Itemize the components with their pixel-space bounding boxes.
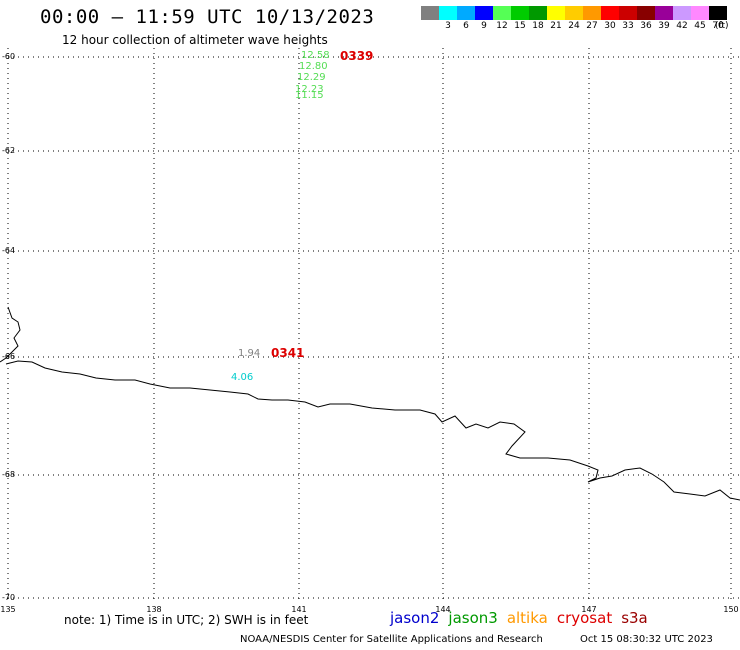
color-scale-label: 18 [532,21,544,31]
scale-unit-label: (ft) [715,21,729,31]
color-scale-label: 15 [514,21,526,31]
lon-label: 150 [723,605,739,614]
color-scale-label: 9 [481,21,487,31]
color-scale-label: 27 [586,21,598,31]
wave-height-obs: 1.94 [238,348,261,359]
color-scale-bar [421,6,727,20]
wave-height-obs: 4.06 [231,372,254,383]
wave-height-obs: 12.58 [301,50,330,61]
wave-height-obs: 12.80 [299,61,328,72]
color-scale-swatch [583,6,601,20]
color-scale-swatch [655,6,673,20]
color-scale-label: 33 [622,21,634,31]
lon-label: 141 [291,605,307,614]
color-scale-label: 30 [604,21,616,31]
color-scale-label: 42 [676,21,688,31]
color-scale-swatch [673,6,691,20]
color-scale-swatch [529,6,547,20]
pass-time-label: 0341 [271,346,305,360]
lat-label: -62 [2,146,16,155]
satellite-legend-s3a: s3a [621,609,648,627]
color-scale-swatch [565,6,583,20]
color-scale-swatch [493,6,511,20]
color-scale-swatch [547,6,565,20]
wave-height-obs: 12.29 [297,72,326,83]
lat-label: -66 [2,352,16,361]
satellite-legend-jason2: jason2 [390,609,440,627]
satellite-legend: jason2 jason3 altika cryosat s3a [390,609,657,627]
satellite-legend-altika: altika [506,609,548,627]
map-subtitle: 12 hour collection of altimeter wave hei… [62,33,328,47]
lon-label: 147 [581,605,597,614]
satellite-legend-jason3: jason3 [448,609,498,627]
color-scale-label: 45 [694,21,706,31]
lon-label: 135 [0,605,16,614]
color-scale-label: 12 [496,21,508,31]
color-scale-swatch [709,6,727,20]
color-scale-label: 3 [445,21,451,31]
color-scale-label: 6 [463,21,469,31]
credit-line: NOAA/NESDIS Center for Satellite Applica… [240,634,543,645]
color-scale-swatch [421,6,439,20]
color-scale-label: 24 [568,21,580,31]
map-title: 00:00 – 11:59 UTC 10/13/2023 [40,6,375,28]
wave-height-obs: 12.23 [295,84,324,95]
color-scale-labels: 3 6 9 12 15 18 21 24 27 30 33 36 39 42 45 70 [421,21,727,33]
color-scale-label: 70 [712,21,724,31]
footer-note: note: 1) Time is in UTC; 2) SWH is in fe… [64,613,309,627]
color-scale-label: 21 [550,21,562,31]
lat-label: -70 [2,593,16,602]
color-scale-swatch [619,6,637,20]
graticule [7,48,740,602]
pass-time-label: 0339 [340,49,374,63]
generated-timestamp: Oct 15 08:30:32 UTC 2023 [580,634,713,645]
color-scale-swatch [601,6,619,20]
lon-label: 138 [146,605,162,614]
lon-label: 144 [435,605,451,614]
color-scale-swatch [691,6,709,20]
color-scale-swatch [475,6,493,20]
lat-label: -68 [2,470,16,479]
satellite-legend-cryosat: cryosat [556,609,613,627]
color-scale-label: 36 [640,21,652,31]
color-scale-swatch [457,6,475,20]
color-scale-swatch [439,6,457,20]
color-scale-swatch [511,6,529,20]
antarctic-coastline [0,306,740,501]
color-scale-swatch [637,6,655,20]
lat-label: -64 [2,246,16,255]
wave-height-obs: 11.15 [295,90,324,101]
lat-label: -60 [2,52,16,61]
color-scale-label: 39 [658,21,670,31]
